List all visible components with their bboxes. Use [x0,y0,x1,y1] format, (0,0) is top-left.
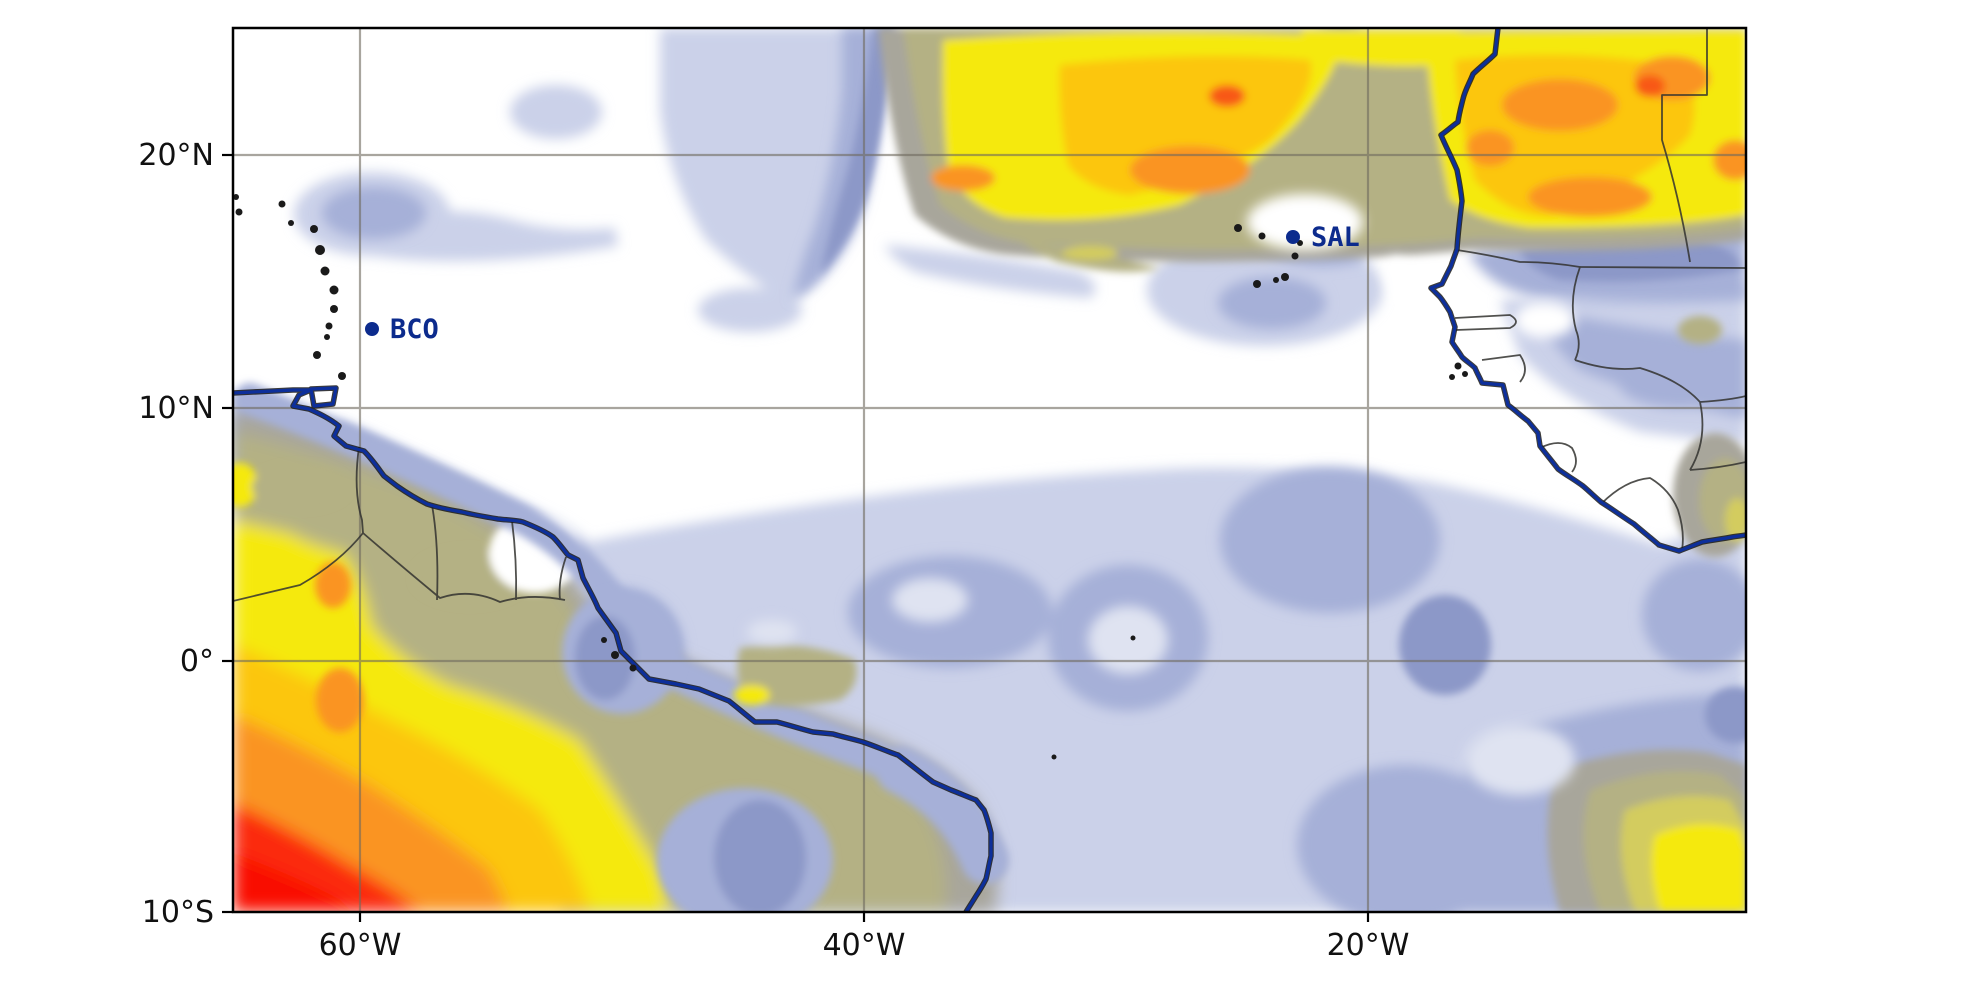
station-sal: SAL [1286,222,1360,253]
y-tick-20n: 20°N [138,138,214,173]
x-tick-60w: 60°W [319,928,402,963]
country-borders [233,28,1746,603]
y-tick-0: 0° [180,644,214,679]
x-tick-20w: 20°W [1327,928,1410,963]
coastlines [233,28,1746,912]
station-sal-label: SAL [1311,222,1360,253]
station-bco-label: BCO [390,314,439,345]
x-tick-40w: 40°W [823,928,906,963]
station-bco: BCO [365,314,439,345]
y-tick-10n: 10°N [138,391,214,426]
y-tick-10s: 10°S [142,895,214,930]
gridlines [233,28,1746,912]
station-bco-marker [365,322,379,336]
contour-field [233,28,1746,912]
plot-border [231,26,1748,914]
x-axis-labels: 60°W 40°W 20°W [319,928,1410,963]
axis-ticks [222,153,1370,922]
y-axis-labels: 20°N 10°N 0° 10°S [138,138,214,930]
station-sal-marker [1286,230,1300,244]
